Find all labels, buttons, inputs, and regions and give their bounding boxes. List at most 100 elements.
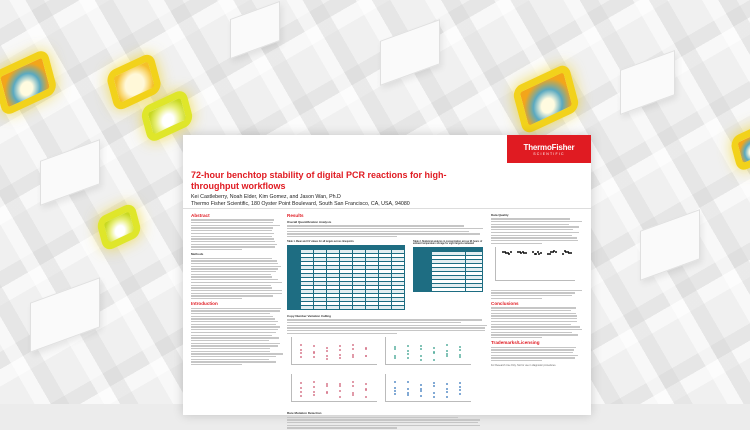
table-cell bbox=[340, 294, 352, 297]
text-line bbox=[491, 310, 571, 311]
data-point bbox=[407, 394, 409, 396]
table-cell bbox=[314, 294, 326, 297]
text-line bbox=[287, 425, 480, 426]
table-cell bbox=[353, 286, 365, 289]
table-cell bbox=[288, 286, 300, 289]
table-cell bbox=[301, 262, 313, 265]
data-point bbox=[540, 252, 542, 254]
table-cell bbox=[392, 282, 404, 285]
text-line bbox=[287, 327, 485, 328]
table-cell bbox=[432, 256, 465, 259]
table-cell bbox=[366, 290, 378, 293]
table-cell bbox=[392, 270, 404, 273]
table-cell bbox=[327, 302, 339, 305]
text-line bbox=[287, 419, 480, 420]
table-cell bbox=[314, 290, 326, 293]
table-cell bbox=[340, 278, 352, 281]
table-cell bbox=[288, 250, 300, 253]
table-cell bbox=[379, 278, 391, 281]
table-cell bbox=[327, 274, 339, 277]
data-point bbox=[407, 357, 409, 359]
data-point bbox=[313, 345, 315, 347]
text-line bbox=[287, 330, 485, 331]
table-cell bbox=[301, 290, 313, 293]
data-point bbox=[326, 385, 328, 387]
table-cell bbox=[288, 246, 300, 249]
table-cell bbox=[379, 298, 391, 301]
table-cell bbox=[353, 250, 365, 253]
table-cell bbox=[301, 306, 313, 309]
data-point bbox=[555, 251, 557, 253]
table-cell bbox=[301, 278, 313, 281]
abstract-heading: Abstract bbox=[191, 213, 283, 218]
table-cell bbox=[432, 260, 465, 263]
data-point bbox=[352, 356, 354, 358]
text-line bbox=[191, 276, 272, 277]
text-line bbox=[191, 337, 279, 338]
text-line bbox=[191, 236, 272, 237]
table-cell bbox=[466, 288, 483, 291]
table-cell bbox=[340, 258, 352, 261]
data-point bbox=[420, 359, 422, 361]
data-point bbox=[433, 359, 435, 361]
poster-authors: Kei Castleberry, Noah Elder, Kim Gomez, … bbox=[191, 194, 410, 208]
table-cell bbox=[366, 258, 378, 261]
table-cell bbox=[353, 298, 365, 301]
table-cell bbox=[288, 306, 300, 309]
table-cell bbox=[366, 298, 378, 301]
left-column: Abstract Methods Introduction bbox=[191, 211, 283, 367]
table-cell bbox=[366, 262, 378, 265]
table-cell bbox=[340, 266, 352, 269]
data-point bbox=[420, 345, 422, 347]
dot-plot bbox=[291, 374, 377, 402]
table-cell bbox=[466, 260, 483, 263]
table-cell bbox=[353, 270, 365, 273]
table-cell bbox=[301, 266, 313, 269]
table-cell bbox=[327, 290, 339, 293]
data-point bbox=[394, 387, 396, 389]
table-cell bbox=[392, 286, 404, 289]
table-cell bbox=[327, 298, 339, 301]
table-cell bbox=[379, 306, 391, 309]
data-point bbox=[420, 348, 422, 350]
table-cell bbox=[392, 290, 404, 293]
table-cell bbox=[288, 302, 300, 305]
table-cell bbox=[301, 270, 313, 273]
table-cell bbox=[288, 290, 300, 293]
data-point bbox=[459, 349, 461, 351]
table-cell bbox=[327, 294, 339, 297]
table-cell bbox=[353, 302, 365, 305]
thermo-fisher-logo: ThermoFisher SCIENTIFIC bbox=[507, 135, 591, 163]
table-2 bbox=[413, 247, 483, 292]
text-line bbox=[287, 417, 458, 418]
text-line bbox=[191, 225, 280, 226]
text-line bbox=[491, 235, 572, 236]
table-cell bbox=[301, 298, 313, 301]
text-line bbox=[191, 287, 272, 288]
data-point bbox=[394, 355, 396, 357]
text-line bbox=[191, 321, 278, 322]
text-line bbox=[191, 361, 276, 362]
text-line bbox=[491, 332, 572, 333]
table-cell bbox=[432, 264, 465, 267]
data-point bbox=[394, 357, 396, 359]
table-cell bbox=[432, 284, 465, 287]
table-cell bbox=[392, 274, 404, 277]
data-point bbox=[407, 345, 409, 347]
data-point bbox=[433, 382, 435, 384]
table-cell bbox=[340, 298, 352, 301]
data-point bbox=[562, 253, 564, 255]
table-cell bbox=[327, 278, 339, 281]
dot-plot bbox=[385, 374, 471, 402]
text-line bbox=[191, 353, 283, 354]
table-cell bbox=[314, 306, 326, 309]
data-point bbox=[313, 356, 315, 358]
data-point bbox=[508, 253, 510, 255]
text-line bbox=[491, 329, 582, 330]
table-cell bbox=[366, 274, 378, 277]
table-cell bbox=[340, 250, 352, 253]
data-point bbox=[339, 349, 341, 351]
ruo-note: For Research Use Only. Not for use in di… bbox=[491, 364, 583, 367]
text-line bbox=[191, 298, 242, 299]
data-point bbox=[313, 381, 315, 383]
